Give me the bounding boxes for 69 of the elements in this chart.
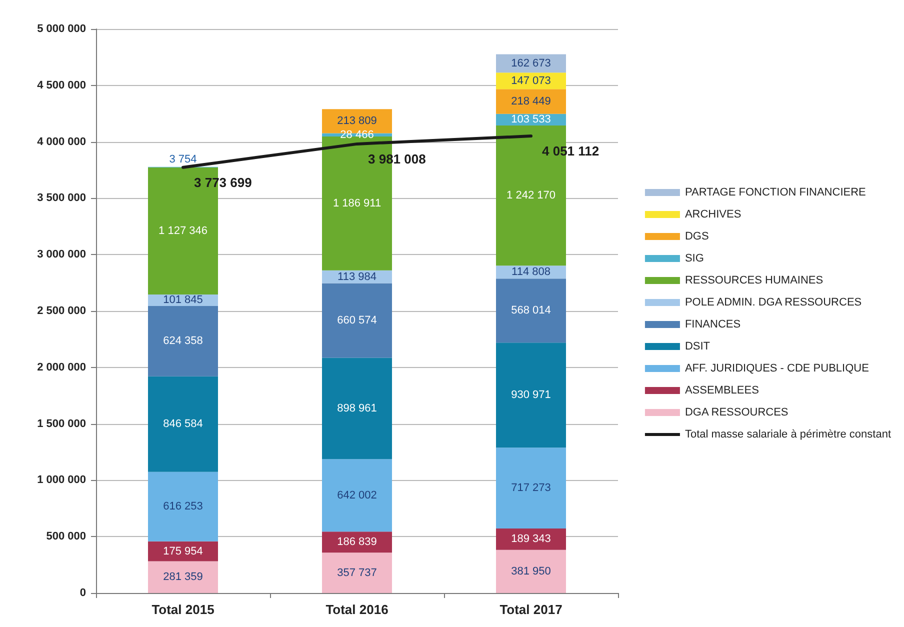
data-label: 101 845 (163, 294, 203, 306)
y-tick-label: 0 (80, 587, 86, 599)
data-label: 624 358 (163, 335, 203, 348)
data-label: 1 186 911 (332, 197, 382, 210)
y-tick-label: 2 000 000 (37, 361, 86, 374)
data-label: 1 127 346 (158, 224, 208, 237)
y-tick-label: 1 500 000 (37, 418, 86, 430)
data-label: 568 014 (511, 304, 551, 317)
x-tick-label: Total 2017 (500, 602, 562, 617)
y-tick-label: 4 000 000 (37, 136, 86, 148)
data-label: 213 809 (337, 115, 377, 128)
y-tick-label: 2 500 000 (37, 305, 86, 317)
legend-label: DGA RESSOURCES (684, 406, 788, 418)
data-label: 175 954 (163, 545, 203, 558)
data-label: 189 343 (511, 533, 551, 546)
data-label: 381 950 (511, 565, 551, 578)
x-tick-label: Total 2016 (326, 602, 388, 617)
data-label: 113 984 (338, 270, 376, 283)
y-tick-label: 4 500 000 (37, 79, 86, 92)
data-label: 1 242 170 (506, 190, 556, 202)
y-tick-label: 5 000 000 (37, 23, 86, 35)
bar (148, 376, 218, 472)
legend-label: ARCHIVES (684, 208, 742, 220)
data-label: 357 737 (337, 566, 377, 579)
bar (322, 358, 392, 460)
legend-label: POLE ADMIN. DGA RESSOURCES (684, 296, 862, 308)
x-tick-label: Total 2015 (152, 602, 214, 617)
data-label: 616 253 (163, 500, 203, 513)
data-label: 147 073 (511, 74, 551, 87)
data-label: 846 584 (163, 418, 203, 430)
bar (322, 552, 392, 593)
bar (148, 472, 218, 542)
bar (322, 459, 392, 532)
data-label: 218 449 (511, 96, 551, 108)
data-label: 3 754 (169, 153, 197, 166)
data-label: 898 961 (337, 402, 377, 414)
bar (496, 448, 566, 529)
bar (496, 89, 566, 114)
legend-label: DGS (684, 230, 709, 242)
legend-label: DSIT (684, 340, 710, 352)
legend-label: SIG (684, 252, 704, 264)
bar (148, 306, 218, 376)
data-label: 281 359 (163, 571, 203, 584)
bar (322, 283, 392, 358)
legend-label: PARTAGE FONCTION FINANCIERE (684, 186, 866, 198)
y-tick-label: 1 000 000 (37, 474, 86, 486)
y-tick-label: 3 000 000 (37, 248, 86, 261)
bar (496, 54, 566, 73)
bar (496, 278, 566, 343)
y-tick-label: 3 500 000 (37, 192, 86, 204)
bar (496, 550, 566, 593)
y-tick-label: 500 000 (46, 530, 86, 543)
legend-label: Total masse salariale à périmètre constant (684, 428, 892, 440)
bar (148, 561, 218, 593)
data-label: 162 673 (511, 57, 551, 70)
data-label: 930 971 (511, 389, 551, 402)
data-label: 114 808 (512, 266, 550, 278)
data-label: 717 273 (511, 482, 551, 494)
legend-label: FINANCES (684, 318, 741, 330)
bar (148, 541, 218, 562)
data-label: 103 533 (511, 114, 551, 126)
data-label: 186 839 (337, 536, 377, 548)
bar (496, 528, 566, 550)
data-label: 642 002 (337, 489, 377, 502)
bar (496, 342, 566, 448)
legend-label: AFF. JURIDIQUES - CDE PUBLIQUE (684, 362, 869, 374)
data-label: 660 574 (337, 314, 377, 326)
legend-label: RESSOURCES HUMAINES (684, 274, 824, 286)
legend-label: ASSEMBLEES (684, 384, 759, 396)
